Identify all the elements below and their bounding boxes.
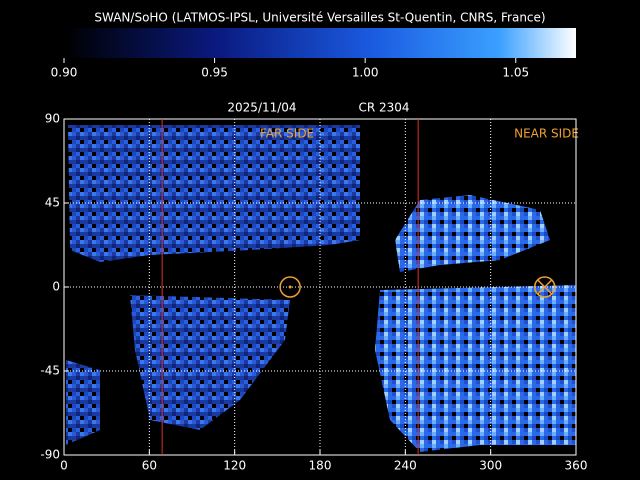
region (375, 285, 576, 452)
region (66, 360, 100, 445)
region (395, 195, 550, 272)
y-tick-label: -45 (40, 364, 60, 378)
colorbar (64, 28, 576, 58)
x-tick-label: 120 (223, 459, 246, 473)
marker (279, 276, 301, 298)
marker-center (288, 285, 292, 289)
colorbar-tick-label: 0.95 (201, 66, 228, 80)
near-side-label: NEAR SIDE (514, 127, 579, 141)
date: 2025/11/04 (227, 101, 296, 115)
y-tick-label: -90 (40, 448, 60, 462)
y-tick-label: 0 (52, 280, 60, 294)
marker-dot (279, 276, 301, 298)
x-tick-label: 180 (309, 459, 332, 473)
x-tick-label: 360 (565, 459, 588, 473)
colorbar-tick-label: 0.90 (51, 66, 78, 80)
far-side-label: FAR SIDE (260, 127, 314, 141)
marker (533, 276, 556, 298)
marker-cross (533, 276, 556, 298)
y-tick-label: 90 (45, 112, 60, 126)
x-tick-label: 240 (394, 459, 417, 473)
region (68, 125, 360, 262)
x-tick-label: 300 (479, 459, 502, 473)
x-tick-label: 0 (60, 459, 68, 473)
emission-map (66, 125, 576, 452)
y-tick-label: 45 (45, 196, 60, 210)
colorbar-tick-label: 1.00 (352, 66, 379, 80)
x-tick-label: 60 (142, 459, 157, 473)
colorbar-tick-label: 1.05 (502, 66, 529, 80)
chart-title: SWAN/SoHO (LATMOS-IPSL, Université Versa… (94, 11, 545, 25)
marker-cross (537, 279, 553, 295)
region (130, 295, 290, 430)
rotation: CR 2304 (358, 101, 409, 115)
